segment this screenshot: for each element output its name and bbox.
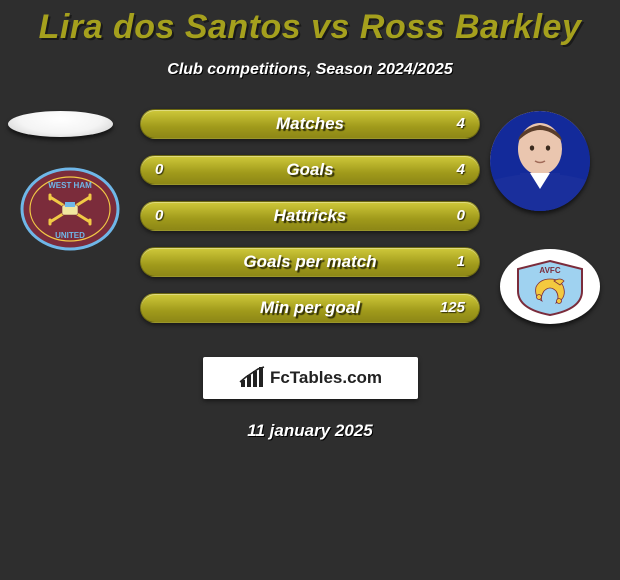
svg-text:WEST HAM: WEST HAM [48, 181, 92, 190]
stat-label: Min per goal [141, 294, 479, 322]
stat-right-value: 0 [457, 202, 465, 230]
stat-right-value: 4 [457, 110, 465, 138]
west-ham-icon: WEST HAM UNITED [20, 167, 120, 252]
comparison-card: Lira dos Santos vs Ross Barkley Club com… [0, 0, 620, 441]
brand-text: FcTables.com [270, 368, 382, 388]
stat-label: Matches [141, 110, 479, 138]
stat-right-value: 1 [457, 248, 465, 276]
stat-row-goals: 0 Goals 4 [140, 155, 480, 185]
club-left-badge: WEST HAM UNITED [20, 167, 120, 252]
stat-bars: Matches 4 0 Goals 4 0 Hattricks 0 Goals … [140, 109, 480, 339]
player-right-avatar [490, 111, 590, 211]
club-right-badge: AVFC [500, 249, 600, 324]
stat-right-value: 125 [440, 294, 465, 322]
stat-row-goals-per-match: Goals per match 1 [140, 247, 480, 277]
stat-label: Goals per match [141, 248, 479, 276]
page-title: Lira dos Santos vs Ross Barkley [0, 8, 620, 47]
page-subtitle: Club competitions, Season 2024/2025 [0, 61, 620, 79]
player-portrait-icon [490, 111, 590, 211]
stat-right-value: 4 [457, 156, 465, 184]
stat-label: Goals [141, 156, 479, 184]
stat-row-min-per-goal: Min per goal 125 [140, 293, 480, 323]
player-left-avatar-placeholder [8, 111, 113, 137]
stat-row-matches: Matches 4 [140, 109, 480, 139]
svg-text:AVFC: AVFC [539, 266, 560, 275]
bar-chart-icon [238, 366, 266, 390]
date-label: 11 january 2025 [0, 421, 620, 441]
aston-villa-icon: AVFC [510, 257, 590, 317]
stat-label: Hattricks [141, 202, 479, 230]
svg-text:UNITED: UNITED [55, 231, 85, 240]
stat-row-hattricks: 0 Hattricks 0 [140, 201, 480, 231]
brand-badge: FcTables.com [203, 357, 418, 399]
comparison-main: WEST HAM UNITED [0, 109, 620, 349]
